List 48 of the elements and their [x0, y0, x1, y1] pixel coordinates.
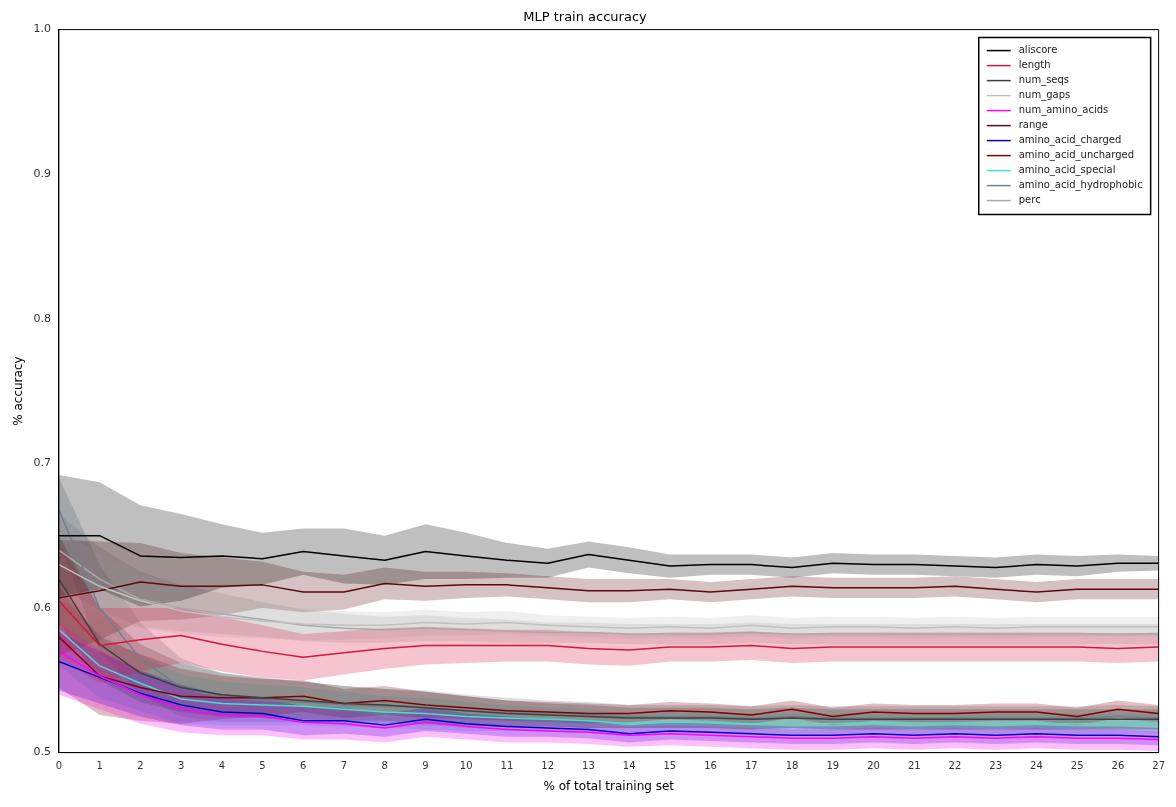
y-tick-label: 0.9: [33, 167, 51, 181]
x-tick-label: 3: [177, 760, 185, 772]
chart-title: MLP train accuracy: [523, 9, 648, 25]
x-tick-label: 13: [582, 760, 595, 772]
y-tick-label: 0.8: [33, 311, 51, 325]
y-tick-label: 0.7: [33, 456, 51, 470]
x-tick-label: 24: [1030, 760, 1043, 772]
x-tick-label: 22: [948, 760, 962, 772]
x-tick-label: 21: [907, 760, 921, 772]
x-tick-label: 9: [422, 760, 429, 772]
x-tick-label: 14: [622, 760, 636, 772]
x-axis-title: % of total training set: [543, 778, 675, 793]
x-tick-label: 8: [381, 760, 388, 772]
x-tick-label: 5: [259, 760, 266, 772]
x-tick-label: 1: [96, 760, 103, 772]
legend-label: amino_acid_uncharged: [1018, 149, 1135, 162]
legend-label: perc: [1018, 194, 1041, 206]
x-tick-label: 25: [1070, 760, 1084, 772]
x-tick-label: 7: [340, 760, 348, 772]
x-tick-label: 12: [541, 760, 555, 772]
x-tick-label: 4: [218, 760, 226, 772]
y-tick-label: 1.0: [33, 22, 51, 36]
x-tick-label: 27: [1152, 760, 1165, 772]
legend-label: num_seqs: [1018, 74, 1070, 87]
x-tick-label: 17: [744, 760, 758, 772]
x-tick-label: 20: [867, 760, 880, 772]
x-tick-label: 23: [989, 760, 1003, 772]
legend-label: amino_acid_special: [1018, 164, 1116, 177]
x-tick-label: 19: [826, 760, 840, 772]
y-tick-label: 0.6: [33, 600, 51, 614]
x-tick-label: 2: [137, 760, 144, 772]
x-tick-label: 16: [704, 760, 717, 772]
x-tick-label: 15: [663, 760, 677, 772]
x-tick-label: 6: [300, 760, 307, 772]
x-tick-label: 26: [1111, 760, 1125, 772]
legend-label: length: [1018, 59, 1051, 71]
y-axis-title: % accuracy: [11, 356, 26, 426]
x-tick-label: 10: [459, 760, 473, 772]
legend-label: num_gaps: [1018, 89, 1071, 102]
legend-label: amino_acid_hydrophobic: [1018, 179, 1143, 192]
legend-label: aliscore: [1018, 44, 1058, 56]
legend-label: num_amino_acids: [1018, 104, 1109, 117]
x-tick-label: 0: [55, 760, 63, 772]
y-tick-label: 0.5: [33, 745, 51, 759]
legend-label: range: [1018, 119, 1048, 131]
x-tick-label: 18: [785, 760, 799, 772]
x-tick-label: 11: [500, 760, 514, 772]
legend-label: amino_acid_charged: [1018, 134, 1122, 147]
